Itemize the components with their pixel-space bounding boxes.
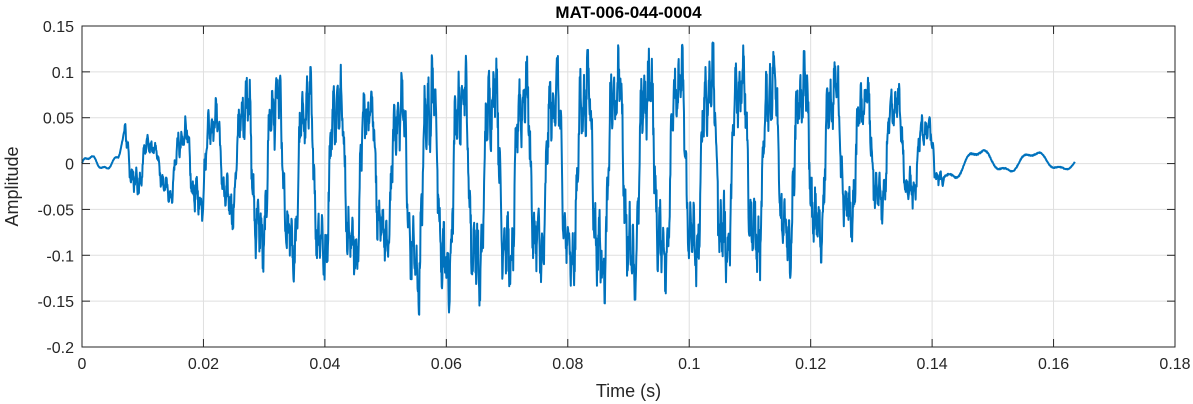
chart-title: MAT-006-044-0004	[555, 3, 702, 22]
y-axis-ticks: -0.2 -0.15 -0.1 -0.05 0 0.05 0.1 0.15	[38, 19, 1175, 357]
x-axis-label: Time (s)	[596, 381, 661, 401]
y-tick-label: -0.05	[38, 202, 75, 219]
x-tick-label: 0.1	[678, 356, 700, 373]
x-tick-label: 0.12	[795, 356, 826, 373]
y-tick-label: -0.15	[38, 294, 75, 311]
y-tick-label: 0	[65, 157, 74, 174]
x-tick-label: 0.02	[188, 356, 219, 373]
y-tick-label: 0.1	[52, 65, 74, 82]
y-tick-label: 0.05	[43, 111, 74, 128]
y-axis-label: Amplitude	[2, 146, 22, 226]
y-tick-label: -0.1	[46, 248, 74, 265]
x-tick-label: 0.18	[1159, 356, 1190, 373]
x-tick-label: 0	[78, 356, 87, 373]
x-tick-label: 0.06	[431, 356, 462, 373]
axes-frame	[81, 25, 1176, 348]
series-line	[81, 41, 1076, 316]
x-tick-label: 0.08	[552, 356, 583, 373]
x-tick-label: 0.04	[309, 356, 340, 373]
plot-area	[81, 41, 1076, 316]
x-axis-ticks: 0 0.02 0.04 0.06 0.08 0.1 0.12 0.14 0.16 0.18	[78, 26, 1191, 373]
x-tick-label: 0.16	[1038, 356, 1069, 373]
y-tick-label: -0.2	[46, 340, 74, 357]
y-tick-label: 0.15	[43, 19, 74, 36]
x-tick-label: 0.14	[917, 356, 948, 373]
